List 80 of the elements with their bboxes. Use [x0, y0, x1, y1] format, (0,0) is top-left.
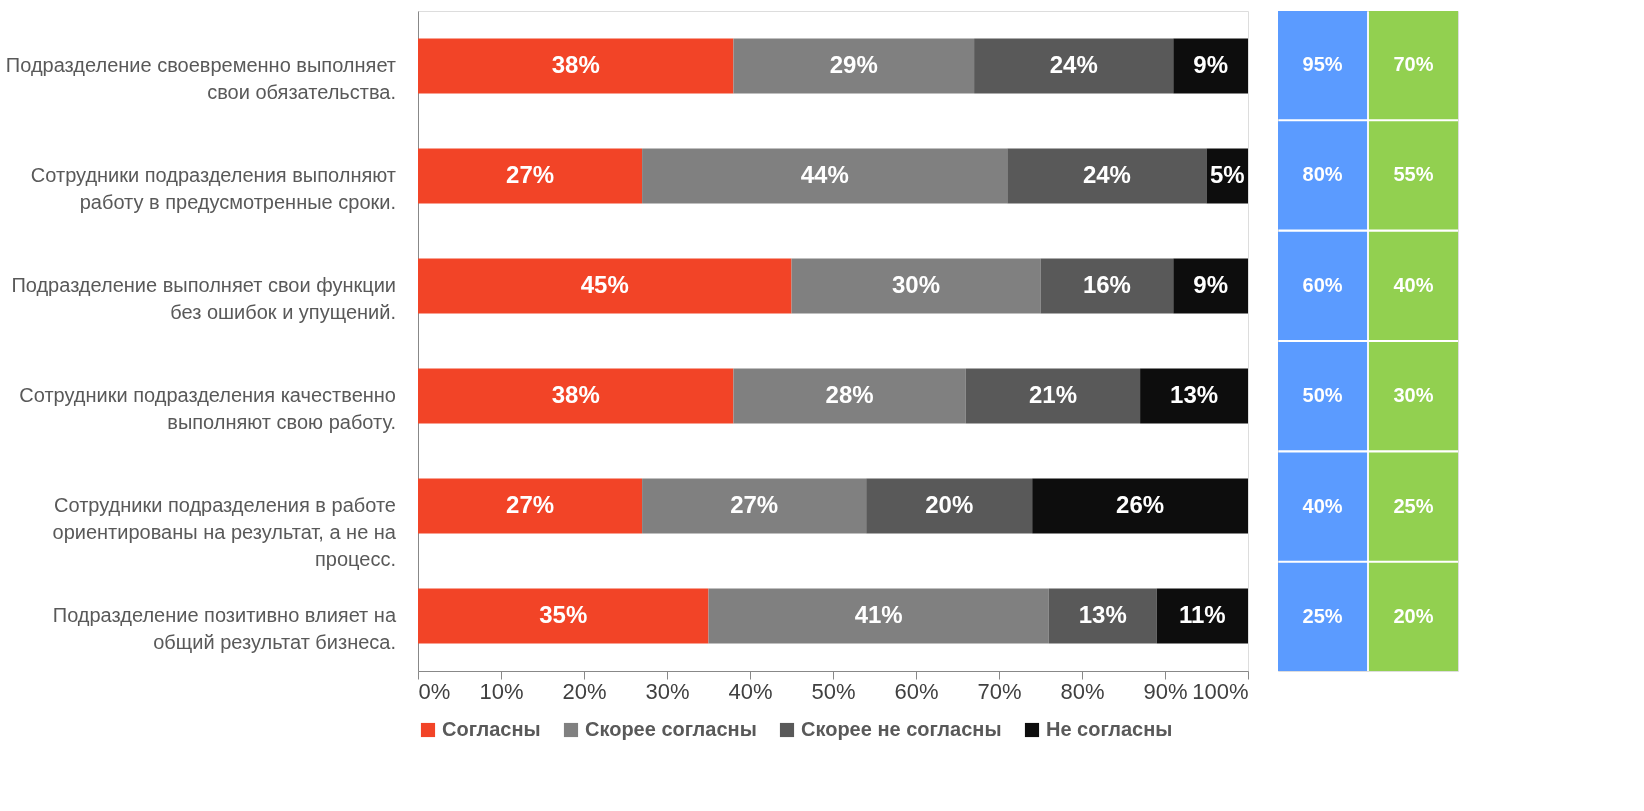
text: 40% [1302, 494, 1343, 517]
data-label: 38% [551, 51, 600, 78]
bar [642, 478, 867, 534]
data-label: 5% [1209, 161, 1245, 188]
data-label: 27% [506, 161, 555, 188]
data-label: 9% [1193, 51, 1228, 78]
data-label: 41% [854, 601, 903, 628]
data-label: 35% [539, 601, 588, 628]
data-label: 9% [1193, 271, 1228, 298]
data-label: 20% [925, 491, 974, 518]
text: 55% [1393, 163, 1434, 186]
bar [1048, 588, 1157, 644]
x-tick-label: 70% [977, 678, 1022, 704]
legend-label: Согласны [442, 718, 541, 740]
bar [1040, 258, 1174, 314]
data-label: 11% [1178, 601, 1226, 628]
bar [418, 258, 792, 314]
x-tick-label: 30% [645, 678, 690, 704]
x-tick-label: 80% [1060, 678, 1105, 704]
text: 20% [1393, 604, 1434, 627]
x-tick-label: 100% [1192, 678, 1249, 704]
data-label: 27% [730, 491, 779, 518]
data-label: 29% [829, 51, 878, 78]
y-tick-label: Подразделение позитивно влияет на общий результат бизнеса. [52, 604, 397, 653]
text: 95% [1302, 53, 1343, 76]
x-tick-label: 90% [1143, 678, 1188, 704]
bar [733, 38, 975, 94]
text: 30% [1393, 384, 1434, 407]
bar [418, 588, 709, 644]
x-tick-label: 50% [811, 678, 856, 704]
bar [642, 148, 1008, 204]
data-label: 28% [825, 381, 874, 408]
text: 25% [1393, 494, 1434, 517]
y-tick-label: Сотрудники подразделения выполняют работу в предусмотренные сроки. [30, 164, 396, 213]
data-label: 26% [1116, 491, 1165, 518]
data-label: 27% [506, 491, 555, 518]
legend-label: Не согласны [1046, 718, 1173, 740]
bar [965, 368, 1141, 424]
data-label: 21% [1028, 381, 1077, 408]
data-label: 13% [1078, 601, 1127, 628]
x-tick-label: 0% [418, 678, 451, 704]
bar [418, 148, 643, 204]
x-tick-label: 40% [728, 678, 773, 704]
text: 50% [1302, 384, 1343, 407]
bar [1007, 148, 1207, 204]
bar [1140, 368, 1248, 424]
bar [791, 258, 1041, 314]
bar [1173, 38, 1248, 94]
x-tick-label: 20% [562, 678, 607, 704]
bar [708, 588, 1049, 644]
text: 80% [1302, 163, 1343, 186]
bar [1032, 478, 1248, 534]
x-tick-label: 60% [894, 678, 939, 704]
bar [418, 478, 643, 534]
bar [974, 38, 1174, 94]
bar [866, 478, 1033, 534]
bar [733, 368, 966, 424]
data-label: 24% [1082, 161, 1131, 188]
data-label: 30% [891, 271, 941, 298]
data-label: 45% [580, 271, 629, 298]
legend-label: Скорее не согласны [801, 718, 1002, 740]
data-label: 38% [551, 381, 600, 408]
y-tick-label: Подразделение своевременно выполняет свои обязательства. [5, 54, 396, 103]
y-tick-label: Подразделение выполняет свои функции без ошибок и упущений. [11, 274, 396, 323]
bar [418, 368, 734, 424]
text: 40% [1393, 273, 1434, 296]
bar [418, 38, 734, 94]
y-tick-label: Сотрудники подразделения качественно выполняют свою работу. [19, 384, 396, 433]
bar [1156, 588, 1248, 644]
text: 25% [1302, 604, 1343, 627]
x-tick-label: 10% [479, 678, 524, 704]
data-label: 44% [800, 161, 849, 188]
text: 70% [1393, 53, 1434, 76]
legend-label: Скорее согласны [585, 718, 757, 740]
data-label: 16% [1082, 271, 1131, 298]
bar [1173, 258, 1248, 314]
text: 60% [1302, 273, 1343, 296]
data-label: 24% [1049, 51, 1098, 78]
data-label: 13% [1170, 381, 1219, 408]
y-tick-label: Сотрудники подразделения в работе ориентированы на результат, а не на процесс. [52, 494, 397, 570]
